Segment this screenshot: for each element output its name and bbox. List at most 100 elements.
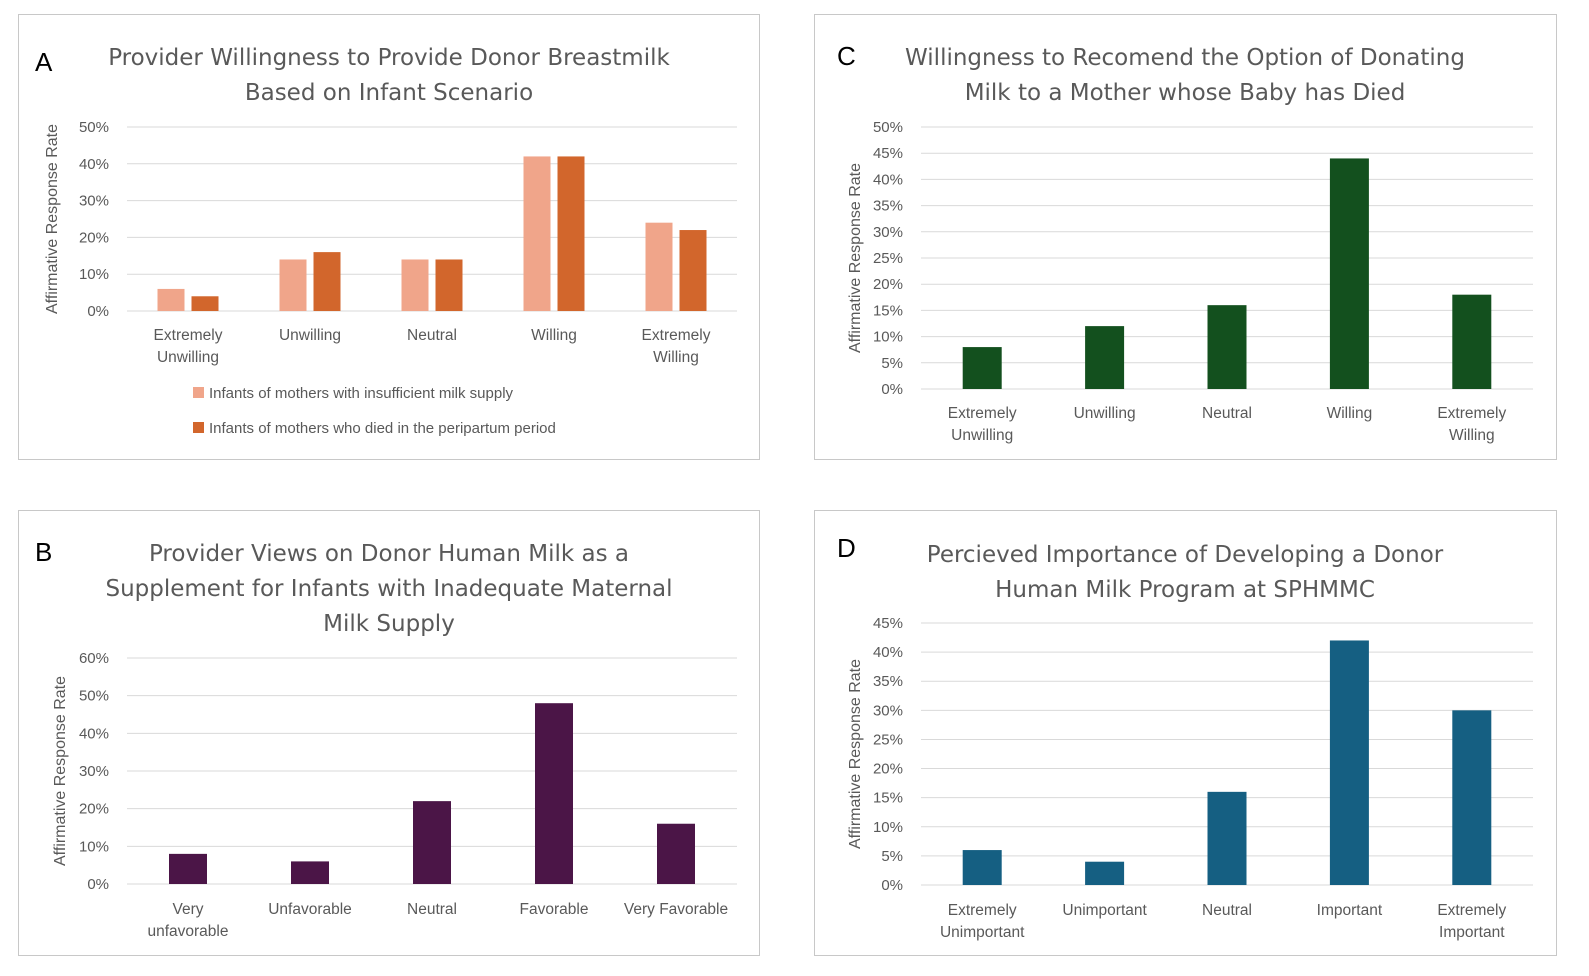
bar-d-s1-2	[1207, 791, 1247, 885]
chart-c-svg: C Willingness to Recomend the Option of D…	[837, 41, 1533, 444]
chart-panel-b: B Provider Views on Donor Human Milk as a…	[18, 510, 760, 956]
y-tick-label: 10%	[873, 819, 903, 836]
x-category-label: Favorable	[520, 901, 589, 918]
chart-title-line: Milk Supply	[323, 611, 455, 637]
x-category-label: Unwilling	[951, 427, 1013, 444]
y-tick-label: 25%	[873, 250, 903, 267]
x-category-label: Unfavorable	[268, 901, 352, 918]
y-tick-label: 60%	[79, 650, 109, 667]
bar-a-s1-2	[401, 259, 429, 311]
y-tick-label: 40%	[873, 171, 903, 188]
bar-c-s1-1	[1085, 326, 1125, 389]
x-category-label: Extremely	[948, 405, 1017, 422]
y-tick-label: 0%	[87, 876, 109, 893]
chart-title-line: Human Milk Program at SPHMMC	[995, 577, 1375, 603]
legend-label: Infants of mothers who died in the perip…	[209, 420, 556, 437]
chart-panel-c: C Willingness to Recomend the Option of D…	[814, 14, 1557, 460]
y-tick-label: 40%	[79, 156, 109, 173]
x-category-label: unfavorable	[147, 923, 228, 940]
chart-title-line: Provider Views on Donor Human Milk as a	[149, 541, 629, 567]
y-tick-label: 30%	[79, 193, 109, 210]
bar-a-s1-3	[523, 156, 551, 311]
panel-letter-d: D	[837, 533, 856, 563]
x-category-label: Willing	[531, 327, 577, 344]
bar-a-s1-0	[157, 288, 185, 311]
y-tick-label: 50%	[79, 119, 109, 136]
y-tick-label: 45%	[873, 145, 903, 162]
bar-d-s1-4	[1452, 710, 1492, 885]
x-category-label: Extremely	[1437, 902, 1506, 919]
chart-title-line: Milk to a Mother whose Baby has Died	[965, 80, 1406, 106]
legend-swatch	[193, 422, 204, 433]
chart-a-svg: A Provider Willingness to Provide Donor B…	[35, 45, 737, 437]
x-category-label: Neutral	[407, 901, 457, 918]
y-tick-label: 40%	[79, 725, 109, 742]
bar-a-s2-0	[191, 296, 219, 311]
bar-a-s1-4	[645, 222, 673, 311]
panel-letter-b: B	[35, 537, 52, 567]
x-category-label: Willing	[1327, 405, 1373, 422]
y-tick-label: 35%	[873, 198, 903, 215]
y-tick-label: 20%	[873, 761, 903, 778]
bar-c-s1-2	[1207, 305, 1247, 389]
y-tick-label: 50%	[79, 688, 109, 705]
bar-d-s1-3	[1329, 640, 1369, 885]
y-tick-label: 10%	[79, 266, 109, 283]
y-tick-label: 10%	[79, 838, 109, 855]
bar-b-s1-0	[169, 853, 207, 884]
bar-a-s2-1	[313, 252, 341, 311]
y-tick-label: 30%	[79, 763, 109, 780]
legend-swatch	[193, 387, 204, 398]
bar-c-s1-4	[1452, 294, 1492, 389]
bar-d-s1-1	[1085, 861, 1125, 885]
y-axis-label: Affirmative Response Rate	[847, 659, 864, 849]
x-category-label: Unwilling	[1074, 405, 1136, 422]
x-category-label: Extremely	[1437, 405, 1506, 422]
y-tick-label: 20%	[79, 801, 109, 818]
bar-b-s1-2	[413, 801, 451, 884]
y-axis-label: Affirmative Response Rate	[44, 124, 61, 314]
y-tick-label: 25%	[873, 731, 903, 748]
y-tick-label: 35%	[873, 673, 903, 690]
y-tick-label: 45%	[873, 615, 903, 632]
x-category-label: Important	[1439, 924, 1505, 941]
chart-panel-a: A Provider Willingness to Provide Donor B…	[18, 14, 760, 460]
bar-b-s1-3	[535, 703, 573, 884]
chart-b-svg: B Provider Views on Donor Human Milk as a…	[35, 537, 737, 940]
y-tick-label: 10%	[873, 329, 903, 346]
panel-letter-a: A	[35, 47, 53, 77]
legend-label: Infants of mothers with insufficient mil…	[209, 385, 514, 402]
x-category-label: Unwilling	[157, 349, 219, 366]
y-tick-label: 30%	[873, 224, 903, 241]
x-category-label: Very	[172, 901, 203, 918]
bar-b-s1-4	[657, 823, 695, 884]
bar-b-s1-1	[291, 861, 329, 884]
y-axis-label: Affirmative Response Rate	[52, 676, 69, 866]
bar-a-s2-4	[679, 230, 707, 311]
x-category-label: Neutral	[1202, 902, 1252, 919]
y-tick-label: 15%	[873, 302, 903, 319]
y-tick-label: 50%	[873, 119, 903, 136]
bar-c-s1-3	[1329, 158, 1369, 389]
chart-title-line: Based on Infant Scenario	[245, 80, 533, 106]
chart-d-svg: D Percieved Importance of Developing a Do…	[837, 533, 1533, 941]
bar-a-s2-3	[557, 156, 585, 311]
x-category-label: Extremely	[154, 327, 223, 344]
bar-c-s1-0	[962, 347, 1002, 389]
x-category-label: Unwilling	[279, 327, 341, 344]
y-tick-label: 20%	[79, 229, 109, 246]
chart-title-line: Supplement for Infants with Inadequate M…	[105, 576, 672, 602]
y-tick-label: 30%	[873, 702, 903, 719]
bar-a-s2-2	[435, 259, 463, 311]
x-category-label: Unimportant	[940, 924, 1025, 941]
y-tick-label: 15%	[873, 790, 903, 807]
y-tick-label: 20%	[873, 276, 903, 293]
x-category-label: Neutral	[1202, 405, 1252, 422]
x-category-label: Neutral	[407, 327, 457, 344]
x-category-label: Willing	[653, 349, 699, 366]
x-category-label: Important	[1317, 902, 1383, 919]
x-category-label: Willing	[1449, 427, 1495, 444]
y-tick-label: 5%	[881, 355, 903, 372]
y-tick-label: 0%	[881, 877, 903, 894]
chart-title-line: Willingness to Recomend the Option of Do…	[905, 45, 1465, 71]
